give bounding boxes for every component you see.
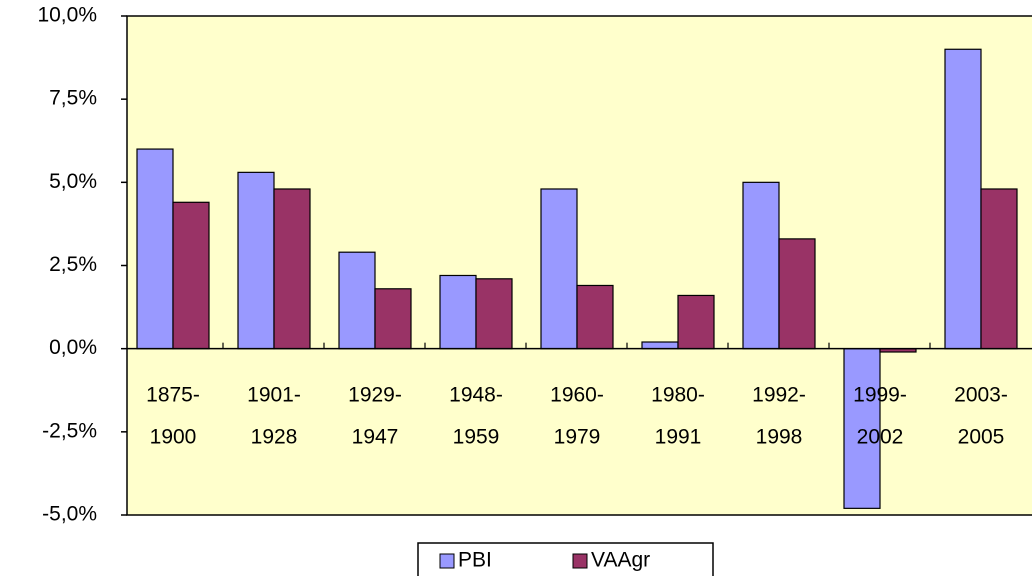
bar — [843, 348, 881, 509]
x-tick-label: 1959 — [453, 426, 500, 449]
x-tick-label: 1998 — [756, 426, 803, 449]
y-tick-label: 10,0% — [37, 4, 97, 27]
x-tick-label: 1979 — [554, 426, 601, 449]
x-tick-label: 1875- — [146, 384, 200, 407]
bar — [677, 294, 715, 350]
y-tick-label: 2,5% — [49, 253, 97, 276]
x-tick-label: 1992- — [752, 384, 806, 407]
bar — [439, 274, 477, 350]
bar — [944, 48, 982, 350]
legend-label: VAAgr — [591, 549, 650, 572]
bar — [475, 278, 513, 350]
y-tick-label: 7,5% — [49, 87, 97, 110]
y-tick-label: -5,0% — [42, 503, 97, 526]
bar — [338, 251, 376, 350]
bar — [273, 188, 311, 350]
x-tick-label: 1960- — [550, 384, 604, 407]
bar — [237, 171, 275, 350]
x-tick-label: 2005 — [958, 426, 1005, 449]
bar — [742, 181, 780, 350]
legend-swatch — [439, 553, 455, 569]
x-tick-label: 1948- — [449, 384, 503, 407]
x-tick-label: 2003- — [954, 384, 1008, 407]
bar — [540, 188, 578, 350]
x-tick-label: 1928 — [251, 426, 298, 449]
x-tick-label: 1900 — [150, 426, 197, 449]
y-tick-label: 0,0% — [49, 336, 97, 359]
x-tick-label: 1901- — [247, 384, 301, 407]
legend-box — [417, 542, 714, 576]
bar — [641, 341, 679, 350]
x-tick-label: 1991 — [655, 426, 702, 449]
legend-swatch — [572, 553, 588, 569]
y-tick-label: -2,5% — [42, 419, 97, 442]
y-tick-label: 5,0% — [49, 170, 97, 193]
legend-label: PBI — [458, 549, 492, 572]
bar — [576, 284, 614, 350]
x-tick-label: 1999- — [853, 384, 907, 407]
bar — [980, 188, 1018, 350]
bar — [778, 238, 816, 350]
bar — [136, 148, 174, 350]
bar — [172, 201, 210, 350]
bar — [374, 288, 412, 350]
x-tick-label: 2002 — [857, 426, 904, 449]
x-tick-label: 1947 — [352, 426, 399, 449]
x-tick-label: 1929- — [348, 384, 402, 407]
x-tick-label: 1980- — [651, 384, 705, 407]
